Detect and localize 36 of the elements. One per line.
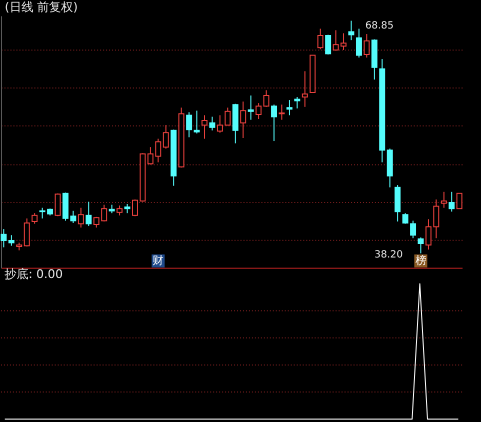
data-label: 财	[152, 254, 164, 267]
annotation: 38.20	[374, 249, 403, 260]
candlestick	[302, 70, 308, 108]
annotation: 68.85	[365, 20, 394, 32]
candlestick	[124, 204, 130, 214]
candlestick	[356, 28, 362, 58]
candlestick	[194, 110, 200, 134]
candlestick	[240, 101, 246, 138]
candlestick	[286, 100, 292, 116]
candlestick	[294, 96, 300, 109]
candlestick	[78, 207, 84, 228]
candlestick	[32, 212, 38, 224]
candlestick	[456, 192, 462, 210]
candlestick	[186, 112, 192, 138]
candlestick	[86, 201, 92, 227]
candlestick	[116, 205, 123, 216]
chart-title: (日线 前复权)	[4, 0, 78, 14]
candlestick	[202, 114, 208, 140]
candlestick	[348, 20, 354, 41]
candlestick	[418, 236, 424, 254]
candlestick	[0, 228, 7, 248]
candlestick	[448, 191, 455, 212]
candlestick	[24, 218, 30, 248]
candlestick	[256, 102, 262, 120]
candlestick	[162, 124, 169, 150]
candlestick	[271, 104, 278, 142]
candlestick	[209, 116, 216, 131]
data-label: 榜	[415, 254, 426, 267]
candlestick	[440, 191, 447, 208]
candlestick	[8, 234, 14, 246]
candlestick	[364, 34, 370, 58]
chart-title: 抄底: 0.00	[4, 267, 63, 282]
candlestick	[410, 220, 416, 239]
candlestick	[317, 28, 324, 50]
candlestick	[263, 90, 270, 108]
candlestick	[248, 94, 254, 120]
